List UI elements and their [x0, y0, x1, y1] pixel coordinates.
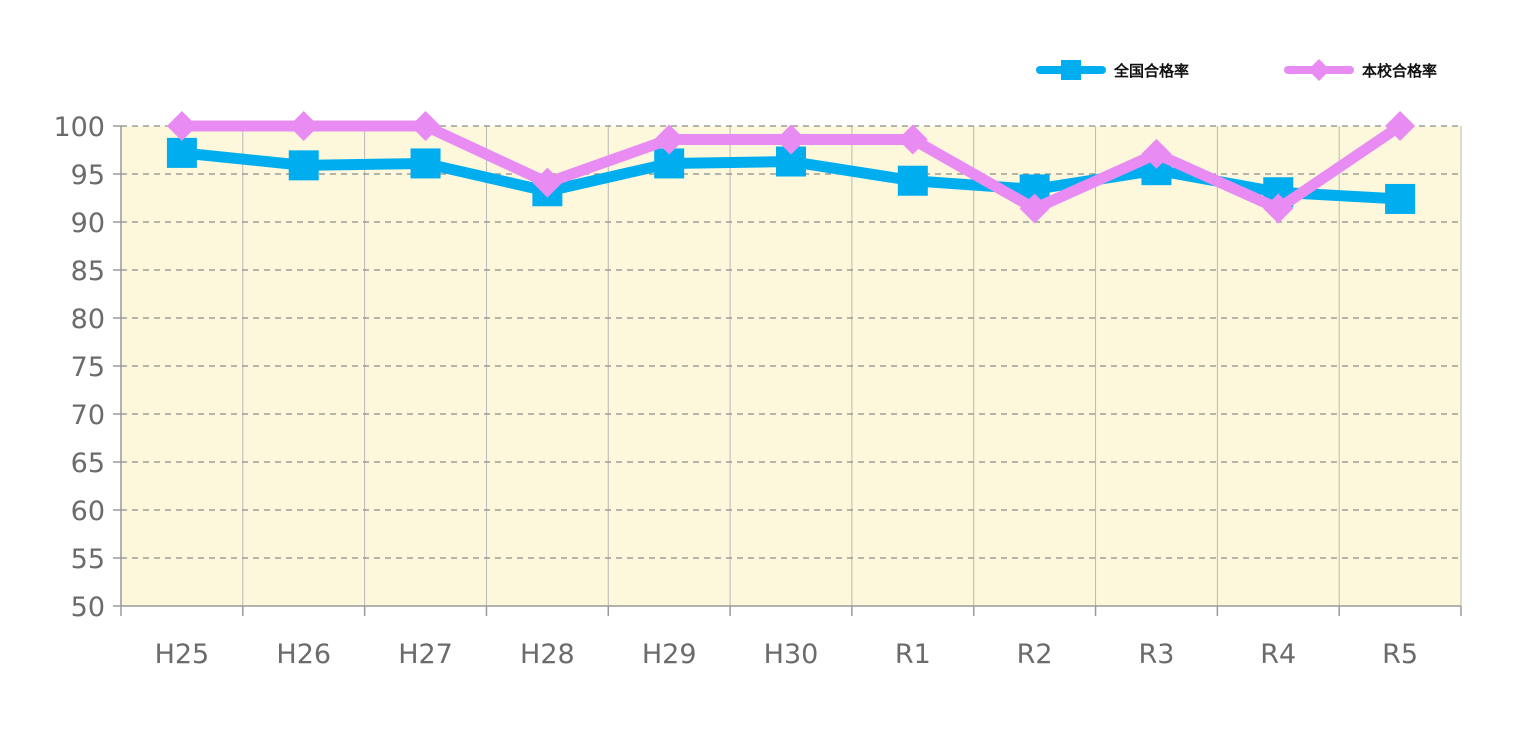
y-tick-label: 90 [71, 208, 105, 239]
data-point-diamond [1385, 111, 1416, 141]
data-point-diamond [897, 124, 928, 155]
y-tick-label: 60 [71, 496, 105, 527]
x-tick-label: R4 [1260, 639, 1296, 670]
y-tick-label: 100 [53, 112, 105, 143]
y-tick-label: 65 [71, 448, 105, 479]
x-tick-label: H30 [764, 639, 819, 670]
data-point-square [166, 137, 197, 168]
legend-item-national: 全国合格率 [1036, 60, 1189, 80]
data-point-square [288, 150, 319, 181]
data-point-diamond [1263, 193, 1294, 224]
legend-diamond-marker-icon [1308, 59, 1330, 81]
x-tick-label: R3 [1138, 639, 1174, 670]
x-tick-label: R5 [1382, 639, 1418, 670]
data-point-diamond [1141, 138, 1172, 169]
x-tick-label: R1 [895, 639, 931, 670]
data-point-diamond [410, 111, 441, 141]
series-2 [166, 111, 1416, 224]
legend-square-marker-icon [1061, 60, 1081, 80]
axes [113, 125, 1462, 616]
data-point-diamond [166, 111, 197, 141]
data-point-diamond [1019, 193, 1050, 224]
x-tick-label: H27 [398, 639, 453, 670]
y-tick-label: 85 [71, 256, 105, 287]
grid-lines [121, 125, 1461, 606]
data-point-square [410, 148, 441, 179]
data-point-square [897, 165, 928, 196]
data-point-diamond [776, 124, 806, 155]
x-tick-label: H26 [276, 639, 331, 670]
y-tick-label: 55 [71, 544, 105, 575]
data-point-diamond [532, 167, 563, 198]
series-layer [166, 111, 1416, 224]
y-tick-label: 70 [71, 400, 105, 431]
legend-label-school: 本校合格率 [1362, 62, 1437, 80]
y-tick-label: 50 [71, 592, 105, 623]
data-point-diamond [654, 124, 685, 155]
legend: 全国合格率 本校合格率 [1036, 59, 1437, 81]
x-tick-label: R2 [1017, 639, 1053, 670]
legend-label-national: 全国合格率 [1113, 62, 1189, 80]
y-tick-label: 75 [71, 352, 105, 383]
x-tick-label: H28 [520, 639, 575, 670]
tick-labels: 50 55 60 65 70 75 80 85 90 95 100 H25 H26 H27 H28 H29 H3… [53, 112, 1418, 670]
data-point-diamond [288, 111, 319, 141]
y-tick-label: 95 [71, 160, 105, 191]
y-tick-label: 80 [71, 304, 105, 335]
x-tick-label: H29 [642, 639, 697, 670]
x-tick-label: H25 [155, 639, 210, 670]
legend-item-school: 本校合格率 [1284, 59, 1437, 81]
data-point-square [1385, 183, 1416, 214]
